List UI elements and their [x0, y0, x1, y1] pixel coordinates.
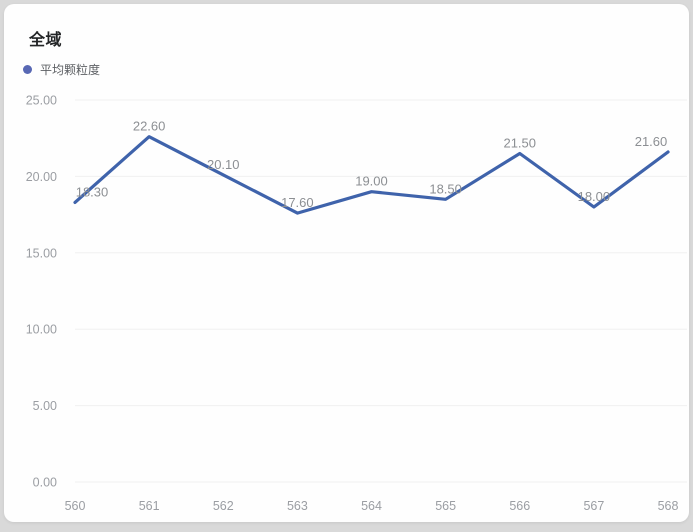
x-axis-tick-label: 563 [287, 499, 308, 513]
data-point-label: 18.30 [76, 184, 109, 199]
x-axis-tick-label: 566 [509, 499, 530, 513]
chart-card: 全域 平均颗粒度 [4, 4, 689, 522]
x-axis-tick-label: 562 [213, 499, 234, 513]
data-point-label: 18.00 [578, 189, 611, 204]
legend-series-dot-icon [23, 65, 32, 74]
legend-series-label[interactable]: 平均颗粒度 [40, 63, 101, 77]
y-axis-tick-label: 0.00 [33, 476, 57, 490]
x-axis-tick-label: 565 [435, 499, 456, 513]
y-axis-tick-label: 25.00 [26, 94, 57, 108]
x-axis-tick-label: 564 [361, 499, 382, 513]
y-axis-tick-label: 10.00 [26, 323, 57, 337]
x-axis-tick-label: 567 [583, 499, 604, 513]
chart-title: 全域 [29, 32, 63, 49]
series-line [73, 135, 670, 215]
data-point-label: 22.60 [133, 119, 166, 134]
x-axis-tick-label: 561 [139, 499, 160, 513]
data-point-label: 18.50 [429, 181, 462, 196]
x-axis-tick-label: 560 [65, 499, 86, 513]
data-point-label: 21.50 [503, 135, 536, 150]
x-axis-tick-label: 568 [658, 499, 679, 513]
data-point-label: 21.60 [635, 134, 668, 149]
y-axis-tick-label: 15.00 [26, 246, 57, 260]
data-point-label: 19.00 [355, 174, 388, 189]
y-axis-tick-label: 20.00 [26, 170, 57, 184]
y-axis-tick-label: 5.00 [33, 399, 57, 413]
data-point-label: 17.60 [281, 195, 314, 210]
data-point-label: 20.10 [207, 157, 240, 172]
legend: 平均颗粒度 [23, 61, 100, 78]
